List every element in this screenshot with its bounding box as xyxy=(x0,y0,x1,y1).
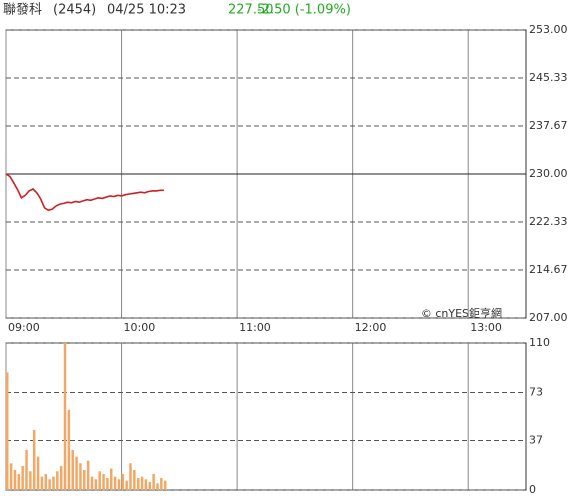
change: -2.50 (-1.09%) xyxy=(257,3,351,18)
y-tick-label: 0 xyxy=(529,483,536,496)
volume-bar xyxy=(13,469,17,490)
price-line xyxy=(5,173,164,212)
x-tick-label: 12:00 xyxy=(355,321,387,334)
y-tick-label: 253.00 xyxy=(529,23,568,36)
volume-bar xyxy=(160,477,163,490)
volume-bar xyxy=(125,480,128,490)
volume-bar xyxy=(75,456,78,490)
y-tick-label: 37 xyxy=(529,434,543,447)
volume-bar xyxy=(6,372,9,490)
panel-frame xyxy=(5,342,527,491)
y-tick-label: 73 xyxy=(529,385,543,398)
price: 227.50 xyxy=(228,3,274,18)
volume-bar xyxy=(117,479,121,490)
y-tick-label: 245.33 xyxy=(529,71,568,84)
volume-bar xyxy=(29,471,32,490)
volume-bar xyxy=(48,479,51,490)
x-tick-label: 10:00 xyxy=(124,321,156,334)
y-tick-label: 214.67 xyxy=(529,263,568,276)
volume-bar xyxy=(113,476,117,490)
volume-bar xyxy=(156,483,159,490)
volume-bar xyxy=(32,429,36,490)
volume-bar xyxy=(106,477,109,490)
volume-bar xyxy=(152,473,155,490)
volume-bar xyxy=(21,465,24,490)
volume-bar xyxy=(148,481,152,490)
volume-bar xyxy=(98,471,101,490)
volume-bar xyxy=(40,476,44,490)
y-tick-label: 207.00 xyxy=(529,311,568,324)
stock-code: (2454) xyxy=(53,3,96,18)
volume-bar xyxy=(79,463,82,490)
y-tick-label: 230.00 xyxy=(529,167,568,180)
volume-bar xyxy=(144,479,148,490)
volume-bar xyxy=(121,473,125,490)
volume-bar xyxy=(67,409,71,490)
volume-bar xyxy=(83,469,86,490)
watermark: © cnYES鉅亨網 xyxy=(421,306,502,320)
volume-bar xyxy=(86,460,90,490)
x-tick-label: 13:00 xyxy=(470,321,502,334)
volume-bar xyxy=(9,463,13,490)
volume-bar xyxy=(136,477,140,490)
volume-bar xyxy=(71,449,74,490)
y-tick-label: 222.33 xyxy=(529,215,568,228)
volume-bar xyxy=(94,479,98,490)
volume-bar xyxy=(63,343,67,490)
datetime: 04/25 10:23 xyxy=(107,3,186,18)
volume-bar xyxy=(25,449,28,490)
volume-bar xyxy=(133,469,136,490)
volume-bar xyxy=(56,471,59,490)
volume-bar xyxy=(36,456,40,490)
volume-bar xyxy=(140,476,144,490)
volume-bar xyxy=(102,473,105,490)
volume-bar xyxy=(17,473,21,490)
x-tick-label: 09:00 xyxy=(8,321,40,334)
volume-bar xyxy=(59,465,63,490)
stock-name: 聯發科 xyxy=(3,3,42,18)
x-tick-label: 11:00 xyxy=(239,321,271,334)
y-tick-label: 110 xyxy=(529,336,550,349)
volume-bar xyxy=(129,463,132,490)
volume-bar xyxy=(52,476,55,490)
volume-bar xyxy=(44,473,48,490)
volume-bar xyxy=(110,468,113,490)
volume-bar xyxy=(163,480,167,490)
volume-bar xyxy=(90,476,94,490)
y-tick-label: 237.67 xyxy=(529,119,568,132)
